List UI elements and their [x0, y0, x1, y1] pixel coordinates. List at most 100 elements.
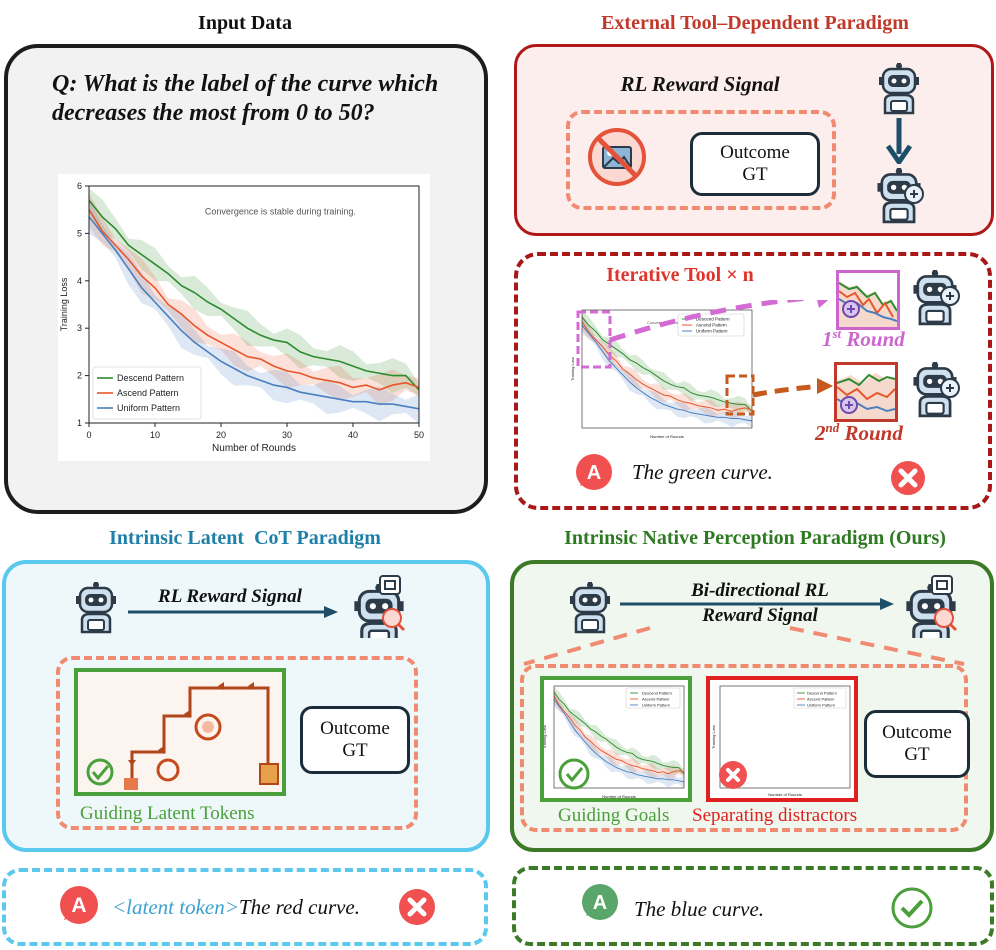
round1-word: Round	[841, 327, 905, 351]
correct-icon	[890, 886, 934, 930]
answer-badge-icon: A	[574, 452, 614, 492]
x-tick-label: 20	[216, 430, 226, 440]
plot-frame	[581, 309, 753, 429]
native-outcome-gt: Outcome GT	[864, 710, 970, 778]
external-answer-text: The green curve.	[632, 460, 773, 484]
x-tick-label: 30	[282, 430, 292, 440]
round1-sup: st	[832, 326, 842, 341]
external-paradigm-header: External Tool–Dependent Paradigm	[601, 12, 909, 34]
native-reward-label-1: Bi-directional RL	[691, 580, 829, 601]
no-image-icon	[588, 128, 646, 186]
wrong-icon	[398, 888, 436, 926]
latent-token-tag: <latent token>	[112, 895, 239, 919]
answer-badge-letter: A	[593, 892, 607, 914]
native-paradigm-header: Intrinsic Native Perception Paradigm (Ou…	[564, 527, 946, 549]
native-arrow	[620, 596, 896, 612]
round2-sup: nd	[825, 420, 840, 435]
round2-label: 2nd Round	[815, 420, 903, 446]
legend-label: Ascend Pattern	[807, 696, 834, 701]
y-tick-label: 3	[77, 323, 82, 333]
wrong-icon	[890, 460, 926, 496]
x-axis-label: Number of Rounds	[602, 794, 636, 798]
legend-label: Descend Pattern	[642, 690, 672, 695]
x-tick-label: 10	[150, 430, 160, 440]
y-axis-label: Training Loss	[570, 357, 575, 381]
latent-answer-text: <latent token>The red curve.	[112, 895, 360, 920]
latent-dashed-box	[56, 656, 418, 830]
native-funnel-lines	[520, 626, 970, 666]
plot-frame	[719, 685, 851, 789]
guiding-goals-label: Guiding Goals	[558, 805, 670, 826]
legend-label: Uniform Pattern	[696, 329, 728, 334]
iterative-tool-title: Iterative Tool × n	[606, 264, 754, 286]
series-band	[554, 689, 684, 781]
round1-num: 1	[822, 327, 833, 351]
y-axis-label: Training Loss	[544, 725, 547, 749]
legend-label: Uniform Pattern	[807, 702, 835, 707]
latent-reward-label: RL Reward Signal	[158, 586, 302, 607]
series-line	[88, 199, 420, 391]
no-image-icon-svg	[588, 128, 646, 186]
latent-arrow	[128, 604, 340, 620]
legend-label: Descend Pattern	[696, 317, 730, 322]
legend-label: Uniform Pattern	[117, 403, 180, 413]
series-line	[88, 209, 420, 391]
legend-label: Ascend Pattern	[696, 323, 727, 328]
answer-badge-icon: A	[580, 882, 620, 922]
answer-badge-letter: A	[71, 894, 86, 917]
chart-annotation: Convergence is stable during training.	[205, 206, 356, 216]
robot-icon	[72, 582, 120, 634]
main-chart: 0 10 20 30 40 50 1 2 3 4 5 6 Number of Rounds Trainin…	[58, 174, 430, 461]
robot-search-icon	[344, 574, 410, 638]
x-tick-label: 40	[348, 430, 358, 440]
series-line	[553, 695, 685, 775]
series-line	[553, 691, 685, 775]
y-tick-label: 2	[77, 371, 82, 381]
distractor-chart-svg: Number of Rounds Training Loss Descend Pat…	[711, 685, 851, 797]
latent-paradigm-header: Intrinsic Latent CoT Paradigm	[109, 527, 381, 549]
series-line	[88, 216, 420, 410]
down-arrow-icon	[885, 118, 913, 167]
latent-answer-body: The red curve.	[238, 895, 361, 919]
round2-crop	[834, 362, 898, 422]
native-answer-text: The blue curve.	[634, 897, 765, 921]
series-band	[89, 193, 419, 406]
native-reward-label-2: Reward Signal	[702, 605, 818, 626]
robot-zoom-icon	[870, 168, 928, 224]
legend-label: Ascend Pattern	[642, 696, 669, 701]
main-chart-svg: 0 10 20 30 40 50 1 2 3 4 5 6 Number of Rounds Trainin…	[59, 181, 424, 454]
x-axis-label: Number of Rounds	[212, 443, 296, 454]
goal-chart-svg: Number of Rounds Training Loss Descend Pat…	[544, 685, 685, 798]
robot-zoom-icon	[906, 270, 964, 326]
legend-label: Descend Pattern	[807, 690, 837, 695]
question-text: Q: What is the label of the curve which …	[52, 71, 439, 126]
external-outcome-gt: Outcome GT	[690, 132, 820, 196]
legend-box	[625, 687, 681, 709]
zoom-overlay	[575, 292, 845, 425]
x-axis-label: Number of Rounds	[650, 434, 684, 439]
x-tick-label: 0	[86, 430, 91, 440]
y-tick-label: 5	[77, 228, 82, 238]
y-axis-label: Training Loss	[59, 277, 69, 331]
robot-search-icon	[896, 574, 962, 638]
series-band	[89, 188, 419, 397]
round1-label: 1st Round	[822, 326, 905, 352]
latent-token-map	[74, 668, 286, 796]
round2-num: 2	[815, 421, 826, 445]
x-tick-label: 50	[414, 430, 424, 440]
input-data-header: Input Data	[198, 12, 292, 34]
plot-frame	[88, 185, 420, 424]
correct-icon	[558, 758, 590, 790]
round2-word: Round	[839, 421, 903, 445]
legend-box	[793, 687, 847, 709]
external-dashed-box	[566, 110, 836, 210]
y-tick-label: 1	[77, 418, 82, 428]
answer-badge-letter: A	[587, 462, 601, 484]
y-tick-label: 4	[77, 276, 82, 286]
legend-box	[92, 366, 202, 420]
robot-icon	[875, 63, 923, 115]
series-line	[553, 698, 685, 783]
round1-crop	[836, 270, 900, 330]
legend-label: Ascend Pattern	[117, 388, 179, 398]
